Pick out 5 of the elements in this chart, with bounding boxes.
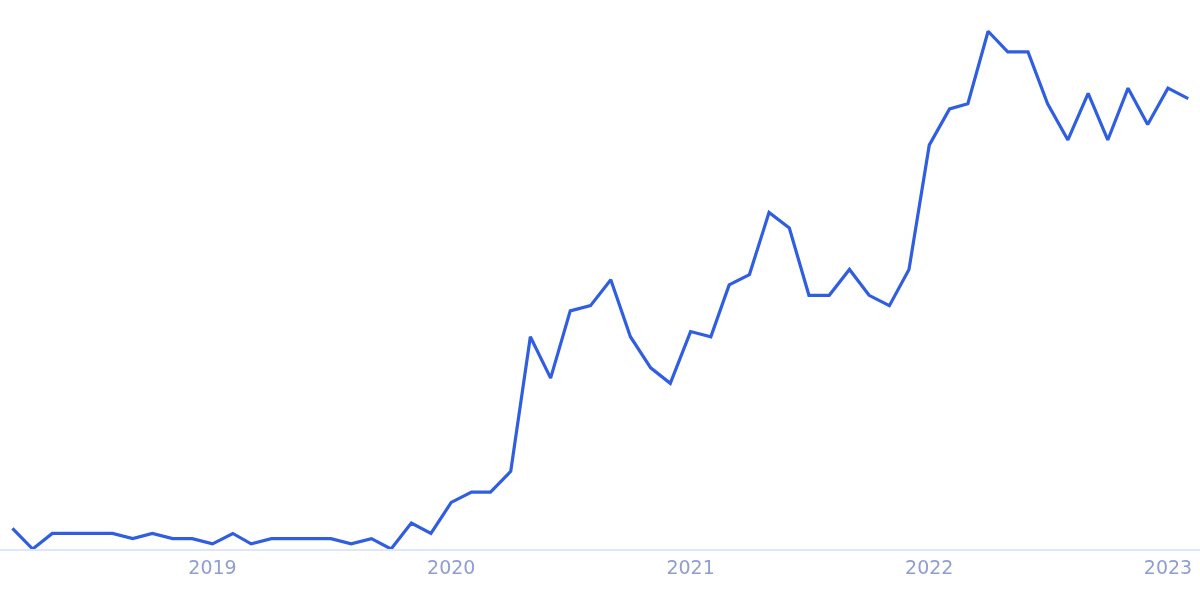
x-tick-label: 2022 [905,555,954,578]
x-tick-label: 2023 [1143,555,1193,578]
x-tick-label: 2020 [427,555,476,578]
x-tick-label: 2021 [666,555,715,578]
x-tick-label: 2019 [188,555,237,578]
